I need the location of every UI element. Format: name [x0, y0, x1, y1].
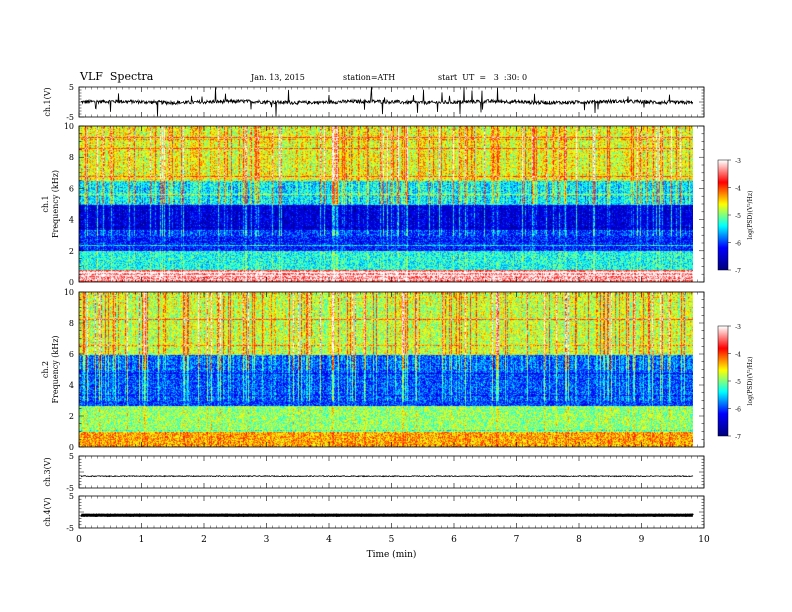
colorbar-tick-label: -4: [735, 186, 741, 193]
colorbar-tick-label: -6: [735, 241, 741, 248]
x-tick-label: 6: [451, 535, 457, 545]
date-label: Jan. 13, 2015: [251, 73, 305, 82]
y-tick-label: -5: [66, 113, 74, 122]
y-axis-label: ch.4(V): [43, 497, 52, 526]
start-time-label: start UT = 3 :30: 0: [438, 73, 528, 82]
y-axis-label: Frequency (kHz): [51, 335, 60, 403]
y-tick-label: 10: [64, 288, 74, 297]
y-tick-label: 6: [69, 350, 74, 359]
waveform-line: [80, 86, 694, 117]
y-tick-label: 5: [69, 492, 74, 501]
x-tick-label: 2: [201, 535, 207, 545]
x-axis-label: Time (min): [367, 549, 417, 560]
y-tick-label: 5: [69, 452, 74, 461]
y-tick-label: 2: [69, 247, 74, 256]
colorbar-tick-label: -5: [735, 379, 741, 386]
y-tick-label: 5: [69, 83, 74, 92]
x-tick-label: 3: [264, 535, 270, 545]
colorbar-tick-label: -4: [735, 352, 741, 359]
colorbar-tick-label: -3: [735, 324, 741, 331]
colorbar-tick-label: -7: [735, 268, 741, 275]
colorbar-tick-label: -5: [735, 213, 741, 220]
x-tick-label: 4: [326, 535, 332, 545]
spectrogram-image: [79, 292, 693, 447]
y-axis-label: Frequency (kHz): [51, 170, 60, 238]
x-tick-label: 8: [576, 535, 582, 545]
y-tick-label: -5: [66, 524, 74, 533]
y-tick-label: 4: [69, 381, 74, 390]
colorbar-tick-label: -3: [735, 158, 741, 165]
colorbar-tick-label: -7: [735, 434, 741, 441]
chart-title: VLF Spectra: [80, 70, 154, 83]
x-tick-label: 1: [139, 535, 145, 545]
y-tick-label: 0: [69, 443, 74, 452]
y-tick-label: 8: [69, 319, 74, 328]
x-tick-label: 10: [698, 535, 710, 545]
y-tick-label: 8: [69, 153, 74, 162]
colorbar: [718, 326, 728, 436]
waveform-line: [80, 474, 694, 478]
y-tick-label: 6: [69, 184, 74, 193]
station-label: station=ATH: [343, 73, 396, 82]
y-tick-label: -5: [66, 484, 74, 493]
colorbar: [718, 160, 728, 270]
channel-label: ch.1: [41, 195, 50, 212]
spectrogram-image: [79, 126, 693, 282]
y-tick-label: 10: [64, 122, 74, 131]
channel-label: ch.2: [41, 361, 50, 378]
y-tick-label: 2: [69, 412, 74, 421]
y-axis-label: ch.1(V): [43, 87, 52, 116]
y-tick-label: 4: [69, 216, 74, 225]
x-tick-label: 0: [76, 535, 82, 545]
x-tick-label: 7: [514, 535, 520, 545]
colorbar-label: log(PSD)(V²/Hz): [747, 191, 754, 240]
x-tick-label: 9: [639, 535, 645, 545]
y-tick-label: 0: [69, 278, 74, 287]
x-tick-label: 5: [389, 535, 395, 545]
colorbar-tick-label: -6: [735, 407, 741, 414]
colorbar-label: log(PSD)(V²/Hz): [747, 357, 754, 406]
y-axis-label: ch.3(V): [43, 457, 52, 486]
